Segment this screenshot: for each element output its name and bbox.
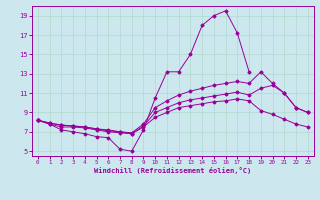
X-axis label: Windchill (Refroidissement éolien,°C): Windchill (Refroidissement éolien,°C) (94, 167, 252, 174)
